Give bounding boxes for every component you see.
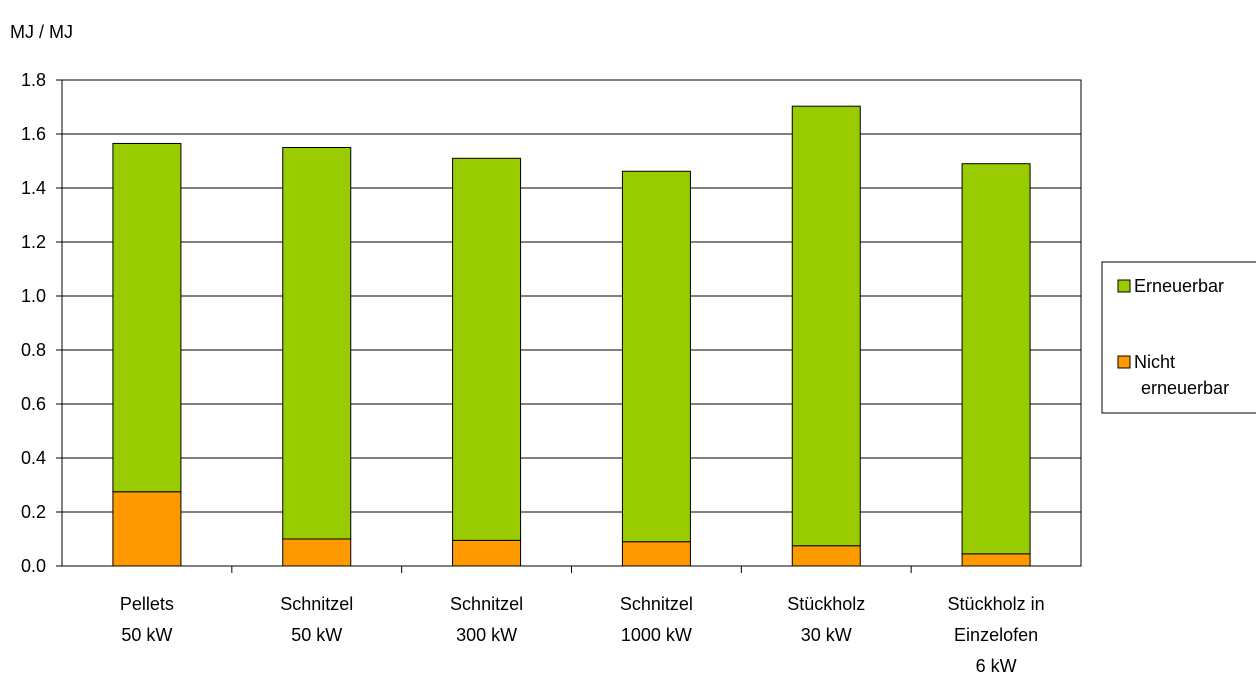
y-tick-label: 0.6 (21, 394, 46, 414)
axes (56, 79, 1082, 573)
x-tick-label-line: 300 kW (456, 625, 517, 645)
x-tick-label-line: 6 kW (976, 656, 1017, 673)
x-tick-label-line: Pellets (120, 594, 174, 614)
y-tick-label: 0.4 (21, 448, 46, 468)
bars (112, 105, 1031, 567)
y-tick-label: 1.4 (21, 178, 46, 198)
y-tick-label: 1.2 (21, 232, 46, 252)
legend: Erneuerbar Nicht erneuerbar (1101, 261, 1256, 414)
gridlines (62, 79, 1081, 513)
legend-label-line: Erneuerbar (1134, 276, 1224, 296)
y-axis-title: MJ / MJ (10, 22, 73, 42)
legend-label-line: erneuerbar (1141, 378, 1229, 398)
x-tick-label-line: 50 kW (121, 625, 172, 645)
bar-segment (621, 541, 691, 567)
x-tick-label-line: 30 kW (801, 625, 852, 645)
bar-segment (282, 147, 352, 540)
x-tick-label: Pellets 50 kW (120, 594, 174, 645)
legend-label: Erneuerbar (1134, 276, 1224, 296)
y-tick-label: 1.0 (21, 286, 46, 306)
x-tick-label: Stückholz in Einzelofen 6 kW (948, 594, 1045, 673)
y-tick-label: 0.2 (21, 502, 46, 522)
x-tick-label-line: Stückholz in (948, 594, 1045, 614)
bar-segment (621, 170, 691, 543)
x-tick-label-line: 50 kW (291, 625, 342, 645)
y-tick-labels: 0.0 0.2 0.4 0.6 0.8 1.0 1.2 1.4 1.6 1.8 (21, 70, 46, 576)
x-tick-label: Stückholz 30 kW (787, 594, 865, 645)
bar-segment (112, 142, 182, 493)
bar-segment (961, 163, 1031, 555)
legend-label-line: Nicht (1134, 352, 1175, 372)
bar-segment (452, 157, 522, 541)
y-tick-label: 1.8 (21, 70, 46, 90)
legend-swatch (1117, 355, 1131, 369)
x-tick-label-line: Stückholz (787, 594, 865, 614)
bar-segment (112, 491, 182, 567)
bar-segment (282, 538, 352, 567)
x-tick-label: Schnitzel 50 kW (280, 594, 353, 645)
plot-border (61, 79, 1082, 567)
bar-segment (791, 105, 861, 547)
x-tick-label-line: Schnitzel (450, 594, 523, 614)
y-tick-label: 0.0 (21, 556, 46, 576)
x-tick-label-line: Schnitzel (280, 594, 353, 614)
bar-segment (452, 539, 522, 567)
x-tick-label: Schnitzel 1000 kW (620, 594, 693, 645)
legend-swatch (1117, 279, 1131, 293)
bar-segment (791, 545, 861, 567)
x-tick-label-line: Schnitzel (620, 594, 693, 614)
y-tick-label: 0.8 (21, 340, 46, 360)
legend-label: Nicht erneuerbar (1134, 352, 1229, 398)
x-tick-label: Schnitzel 300 kW (450, 594, 523, 645)
y-tick-label: 1.6 (21, 124, 46, 144)
x-tick-labels: Pellets 50 kW Schnitzel 50 kW Schnitzel 300 k… (120, 594, 1045, 673)
x-tick-label-line: 1000 kW (621, 625, 692, 645)
x-tick-label-line: Einzelofen (954, 625, 1038, 645)
bar-segment (961, 553, 1031, 567)
